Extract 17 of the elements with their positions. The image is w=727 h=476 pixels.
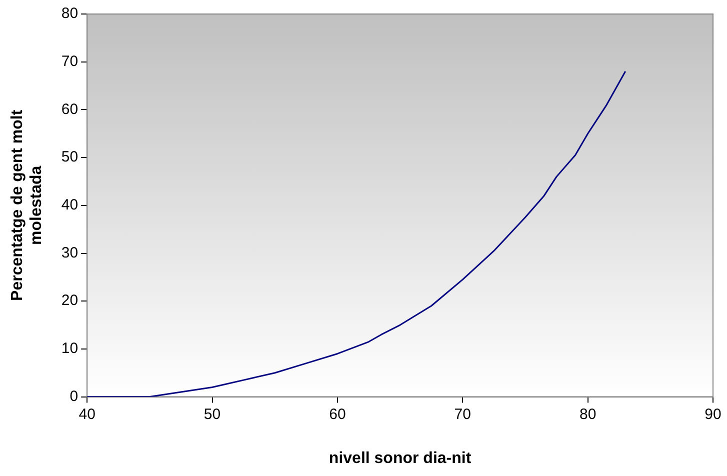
y-axis-title: Percentatge de gent molt molestada xyxy=(9,109,46,301)
x-tick-label: 90 xyxy=(704,406,722,423)
y-tick-label: 30 xyxy=(61,244,78,262)
x-tick-label: 80 xyxy=(579,406,596,423)
y-tick-label: 70 xyxy=(61,52,78,70)
x-tick-label: 40 xyxy=(78,406,96,423)
y-tick-label: 50 xyxy=(61,148,78,166)
y-tick-label: 60 xyxy=(61,100,78,118)
y-tick-label: 0 xyxy=(70,388,78,405)
y-tick-label: 20 xyxy=(61,292,78,310)
x-tick-label: 70 xyxy=(454,406,471,423)
x-axis-title: nivell sonor dia-nit xyxy=(328,450,472,467)
y-tick-label: 80 xyxy=(61,5,78,22)
y-tick-label: 40 xyxy=(61,196,78,214)
x-tick-label: 50 xyxy=(204,406,221,423)
x-tick-label: 60 xyxy=(329,406,346,423)
y-tick-label: 10 xyxy=(61,340,78,358)
